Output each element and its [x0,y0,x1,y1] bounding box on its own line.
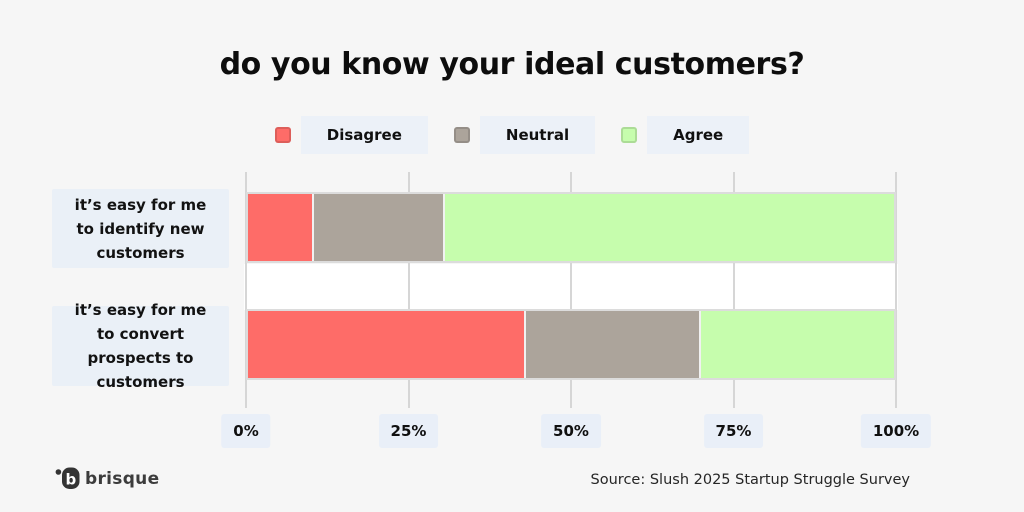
category-label: it’s easy for me to convert prospects to… [52,301,229,391]
svg-text:b: b [66,471,77,489]
brand-name: brisque [85,468,160,489]
legend: Disagree Neutral Agree [0,116,1024,154]
bar-segment-disagree [248,194,313,261]
tick-label: 75% [703,414,764,448]
bar-segment-agree [701,311,894,378]
legend-item: Disagree [274,116,428,154]
tick-label: 100% [860,414,932,448]
legend-item: Agree [621,116,750,154]
bar-segment-disagree [248,311,525,378]
brand-logo: b brisque [55,465,159,492]
category-label: it’s easy for me to identify new custome… [52,189,229,268]
legend-label: Agree [647,116,750,154]
bar-row [246,309,896,380]
legend-swatch-icon [453,127,470,143]
page-title: do you know your ideal customers? [219,47,805,82]
bar-segment-neutral [526,311,700,378]
tick-label: 50% [541,414,601,448]
brisque-logo-icon: b [55,465,80,492]
gridline [732,172,735,408]
legend-label: Disagree [300,116,428,154]
tick-label: 25% [378,414,439,448]
gridline [245,172,247,408]
bar-segment-neutral [314,194,443,261]
legend-label: Neutral [479,116,596,154]
bar-row [246,192,896,263]
plot-area [244,172,898,408]
gridline [407,172,410,408]
gridline [895,172,897,408]
source-text: Source: Slush 2025 Startup Struggle Surv… [590,472,910,488]
legend-item: Neutral [453,116,596,154]
bar-segment-agree [444,194,895,261]
gridline [570,172,572,408]
legend-swatch-icon [621,127,638,143]
legend-swatch-icon [274,127,291,143]
tick-label: 0% [221,414,271,448]
